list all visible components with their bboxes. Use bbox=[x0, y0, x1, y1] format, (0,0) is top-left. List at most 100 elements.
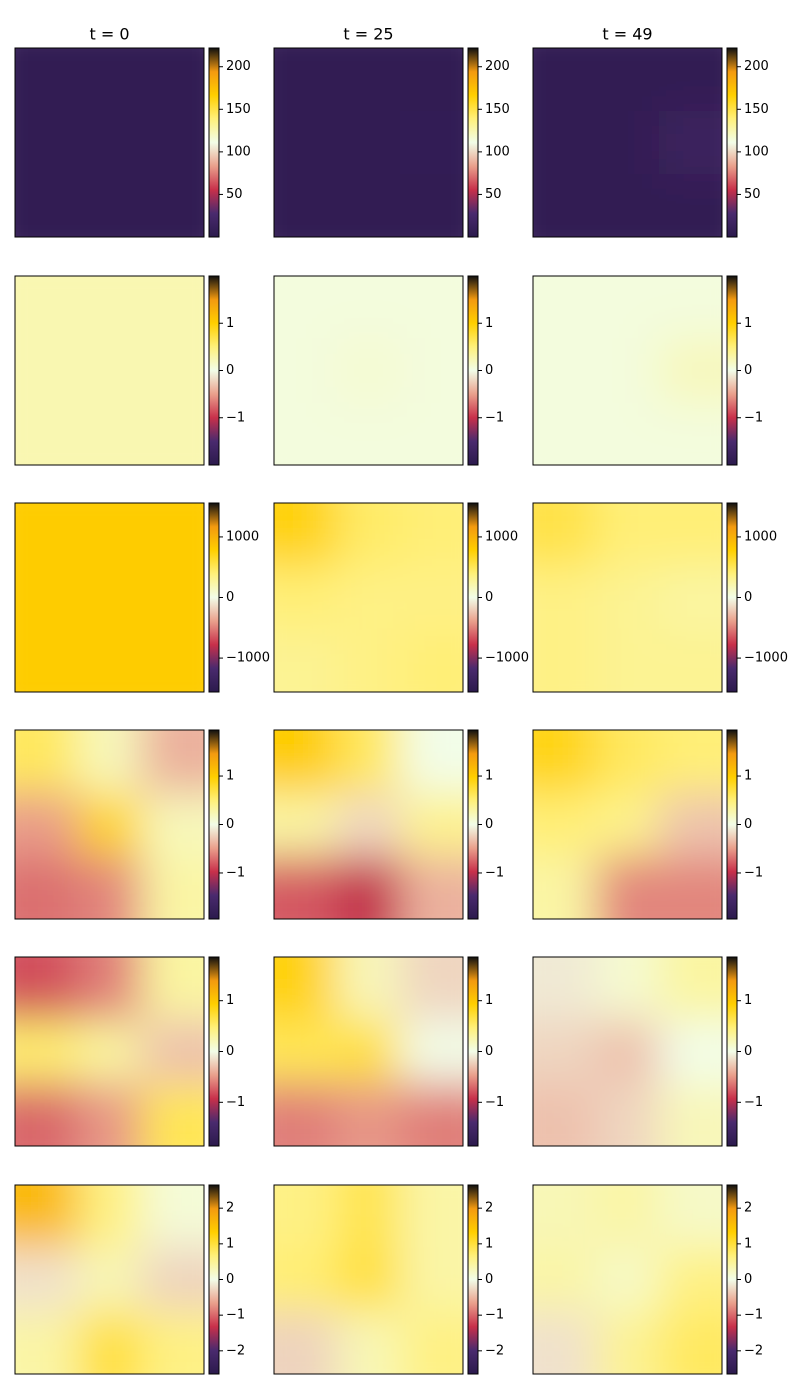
heat-cell bbox=[141, 957, 204, 1021]
heat-cell bbox=[659, 1248, 722, 1312]
colorbar-tick-label: 1 bbox=[226, 993, 234, 1008]
heat-cell bbox=[400, 566, 463, 630]
heat-cell bbox=[274, 174, 338, 237]
plot-frame bbox=[532, 275, 723, 466]
heat-cell bbox=[596, 856, 660, 919]
colorbar-tick-label: 0 bbox=[744, 817, 752, 832]
plot-frame bbox=[532, 956, 723, 1147]
colorbar bbox=[208, 729, 220, 920]
colorbar bbox=[208, 956, 220, 1147]
colorbar-tick-label: 0 bbox=[226, 1044, 234, 1059]
heat-cell bbox=[141, 402, 204, 465]
heat-cell bbox=[596, 111, 660, 175]
heat-cell bbox=[15, 503, 79, 567]
colorbar-tick-label: 0 bbox=[226, 817, 234, 832]
colorbar-tick-label: 0 bbox=[744, 1044, 752, 1059]
colorbar-tick-label: 50 bbox=[744, 187, 761, 202]
colorbar-tick-label: 0 bbox=[485, 590, 493, 605]
heat-cell bbox=[596, 48, 660, 112]
heat-cell bbox=[400, 276, 463, 340]
heat-cell bbox=[337, 339, 401, 403]
heat-cell bbox=[141, 566, 204, 630]
colorbar bbox=[726, 1184, 738, 1375]
heatmap-field bbox=[15, 503, 204, 692]
heat-cell bbox=[659, 174, 722, 237]
heat-cell bbox=[400, 1020, 463, 1084]
heat-cell bbox=[274, 402, 338, 465]
heat-cell bbox=[15, 276, 79, 340]
heatmap bbox=[15, 957, 204, 1146]
colorbar-tick-label: 2 bbox=[485, 1201, 493, 1216]
heat-cell bbox=[659, 1311, 722, 1374]
heat-cell bbox=[274, 957, 338, 1021]
heat-cell bbox=[596, 730, 660, 794]
colorbar-tick-label: 1 bbox=[744, 316, 752, 331]
heat-cell bbox=[400, 503, 463, 567]
heat-cell bbox=[274, 1311, 338, 1374]
heat-cell bbox=[15, 730, 79, 794]
heat-cell bbox=[15, 1020, 79, 1084]
heat-cell bbox=[659, 1083, 722, 1146]
colorbar-tick-label: 1 bbox=[744, 1236, 752, 1251]
colorbar-tick-label: 1 bbox=[485, 769, 493, 784]
colorbar-tick-label: −1 bbox=[485, 1095, 504, 1110]
plot-frame bbox=[532, 502, 723, 693]
colorbar-tick-label: 100 bbox=[485, 144, 510, 159]
heat-cell bbox=[15, 402, 79, 465]
heat-cell bbox=[659, 566, 722, 630]
colorbar bbox=[726, 956, 738, 1147]
heatmap-field bbox=[274, 957, 463, 1146]
colorbar-tick-label: 100 bbox=[226, 144, 251, 159]
heat-cell bbox=[15, 566, 79, 630]
heat-cell bbox=[78, 339, 142, 403]
heat-cell bbox=[533, 174, 597, 237]
heat-cell bbox=[274, 48, 338, 112]
plot-frame bbox=[532, 1184, 723, 1375]
colorbar-tick-label: 0 bbox=[485, 1272, 493, 1287]
heatmap-field bbox=[274, 730, 463, 919]
plot-frame bbox=[273, 275, 464, 466]
heatmap bbox=[15, 48, 204, 237]
heat-cell bbox=[533, 111, 597, 175]
heatmap-field bbox=[15, 730, 204, 919]
heat-cell bbox=[596, 174, 660, 237]
heat-cell bbox=[274, 276, 338, 340]
heat-cell bbox=[141, 48, 204, 112]
heat-cell bbox=[533, 629, 597, 692]
colorbar-tick-label: −1 bbox=[485, 865, 504, 880]
colorbar bbox=[726, 47, 738, 238]
heat-cell bbox=[15, 174, 79, 237]
heat-cell bbox=[659, 503, 722, 567]
heat-cell bbox=[78, 1185, 142, 1249]
plot-frame bbox=[273, 729, 464, 920]
heat-cell bbox=[337, 566, 401, 630]
heat-cell bbox=[596, 402, 660, 465]
heat-cell bbox=[659, 856, 722, 919]
heat-cell bbox=[596, 1248, 660, 1312]
heat-cell bbox=[274, 730, 338, 794]
colorbar-tick-label: 1 bbox=[226, 316, 234, 331]
heat-cell bbox=[337, 174, 401, 237]
colorbar-tick-label: 2 bbox=[226, 1201, 234, 1216]
heat-cell bbox=[274, 1248, 338, 1312]
colorbar-tick-label: −1 bbox=[226, 865, 245, 880]
heat-cell bbox=[78, 566, 142, 630]
heat-cell bbox=[596, 339, 660, 403]
heat-cell bbox=[274, 111, 338, 175]
colorbar bbox=[726, 275, 738, 466]
heatmap-field bbox=[15, 1185, 204, 1374]
heatmap bbox=[274, 730, 463, 919]
colorbar-tick-label: 0 bbox=[744, 1272, 752, 1287]
heat-cell bbox=[659, 1185, 722, 1249]
heatmap bbox=[533, 48, 722, 237]
panel-title: t = 0 bbox=[89, 25, 129, 44]
heat-cell bbox=[337, 730, 401, 794]
colorbar-tick-label: −2 bbox=[226, 1343, 245, 1358]
colorbar-tick-label: −1 bbox=[485, 1308, 504, 1323]
colorbar-tick-label: 150 bbox=[744, 102, 769, 117]
colorbar-tick-label: 1 bbox=[485, 1236, 493, 1251]
heat-cell bbox=[596, 793, 660, 857]
heat-cell bbox=[274, 1185, 338, 1249]
heat-cell bbox=[78, 957, 142, 1021]
heatmap bbox=[274, 1185, 463, 1374]
